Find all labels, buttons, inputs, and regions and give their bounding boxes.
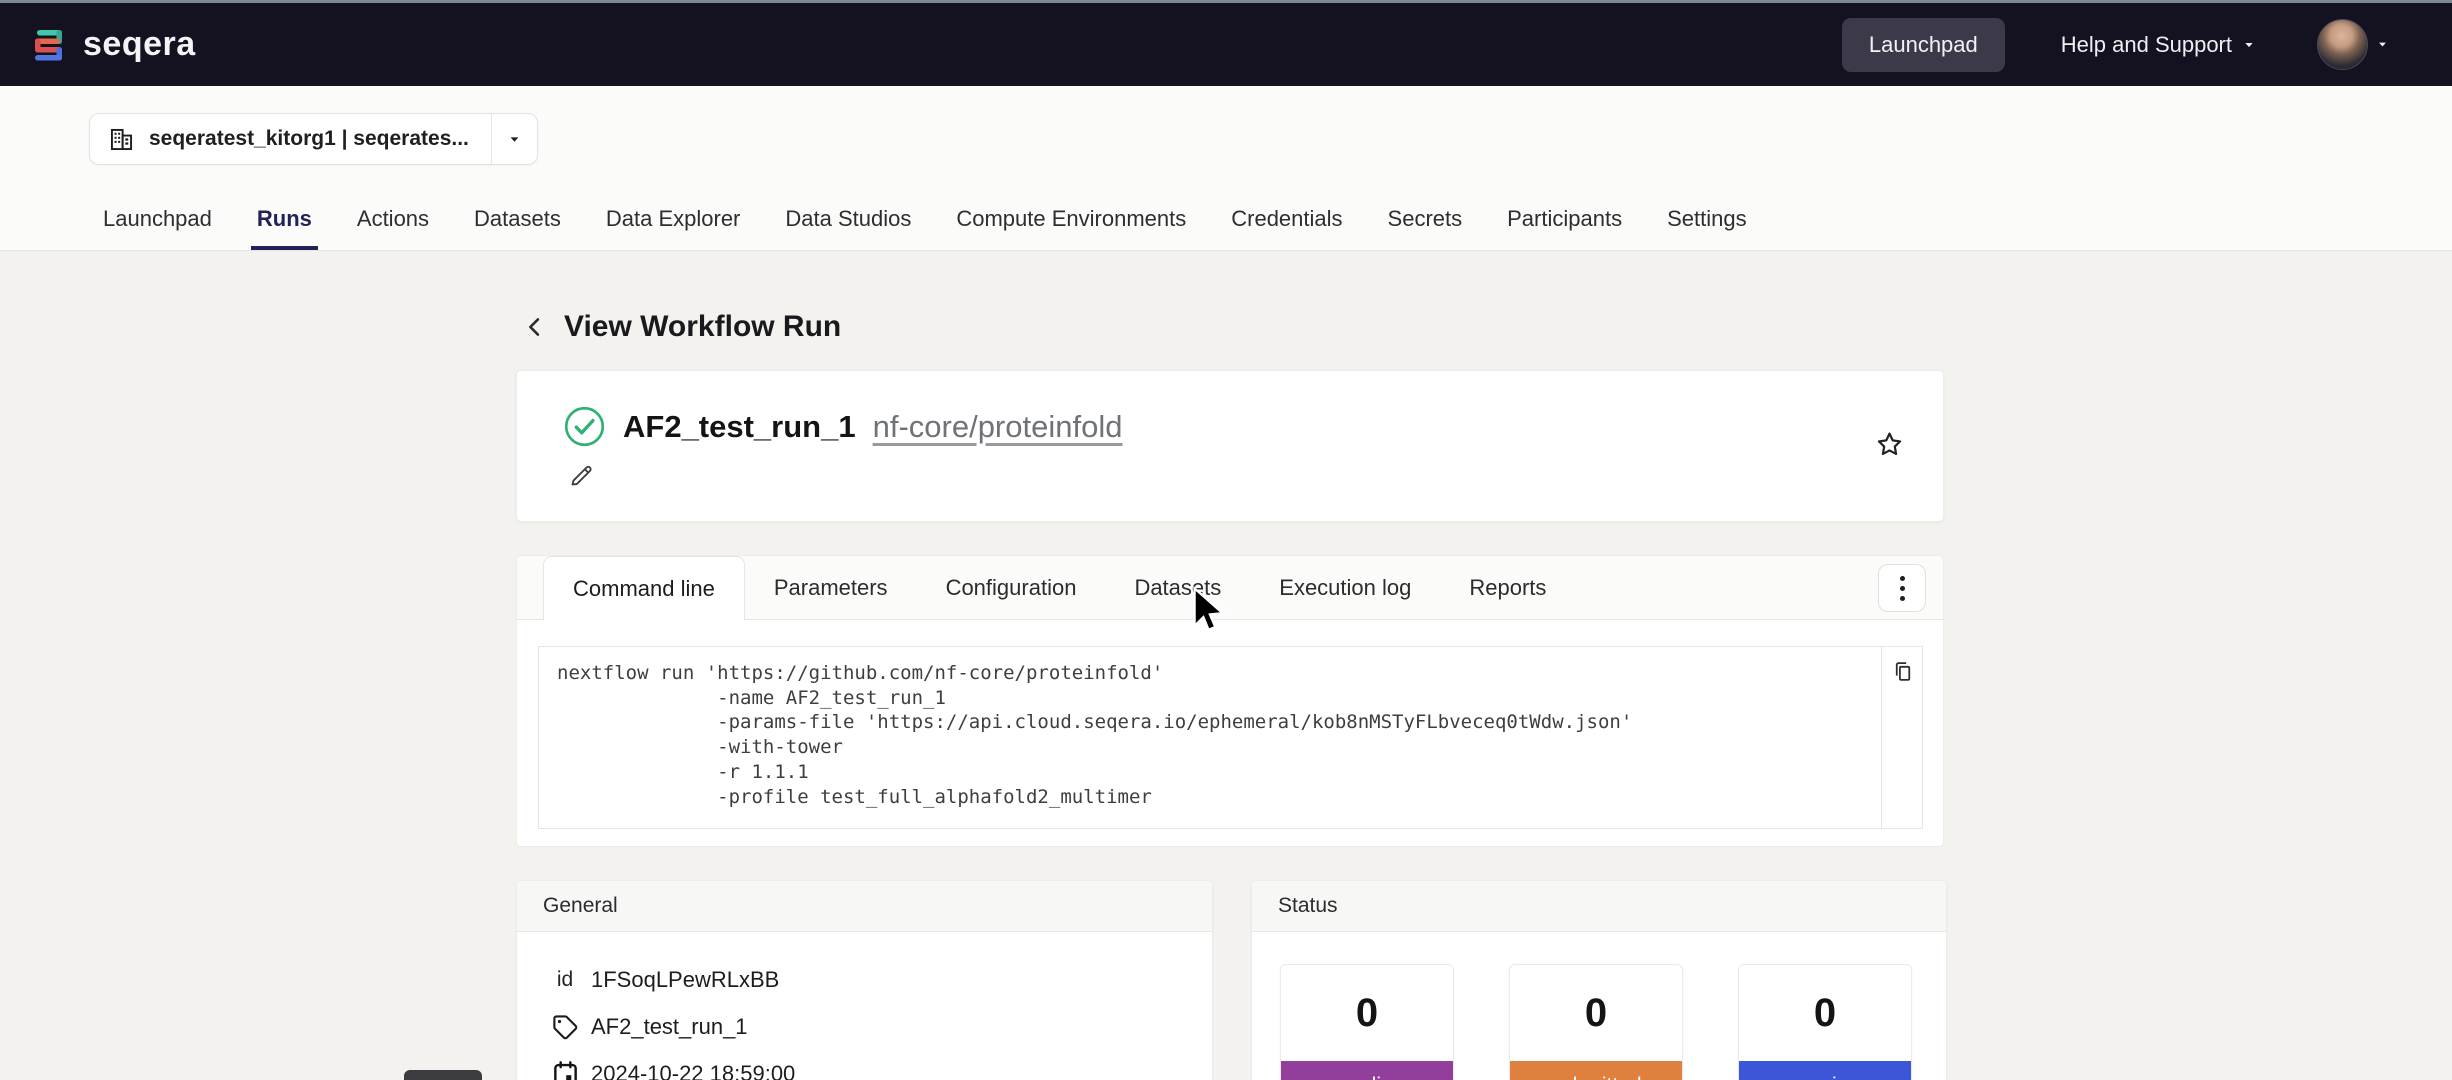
command-line-text: nextflow run 'https://github.com/nf-core…	[557, 662, 1633, 808]
command-line-panel: nextflow run 'https://github.com/nf-core…	[538, 646, 1923, 829]
submitted-label: submitted	[1550, 1074, 1641, 1080]
status-card-title: Status	[1252, 881, 1946, 932]
brand-name: seqera	[83, 25, 196, 63]
pending-count: 0	[1355, 990, 1379, 1035]
general-row-name: AF2_test_run_1	[539, 1003, 1212, 1050]
general-card: General id 1FSoqLPewRLxBB AF2_test_run_1	[516, 880, 1213, 1080]
nav-tab-data-explorer[interactable]: Data Explorer	[605, 206, 741, 231]
run-date-value: 2024-10-22 18:59:00	[591, 1060, 796, 1080]
user-menu[interactable]	[2317, 19, 2390, 70]
page-title: View Workflow Run	[564, 310, 842, 343]
nav-tab-credentials[interactable]: Credentials	[1231, 206, 1343, 231]
page-header: View Workflow Run	[521, 310, 841, 344]
workspace-label: seqeratest_kitorg1 | seqerates...	[149, 127, 469, 150]
dock-peek	[404, 1070, 482, 1080]
workspace-nav-tabs: Launchpad Runs Actions Datasets Data Exp…	[97, 206, 1753, 250]
seqera-logo-icon	[30, 25, 70, 65]
run-name: AF2_test_run_1	[623, 408, 856, 444]
workspace-selector-main: seqeratest_kitorg1 | seqerates...	[90, 114, 491, 164]
run-id-value: 1FSoqLPewRLxBB	[591, 966, 780, 992]
divider	[490, 114, 492, 164]
running-bar: running	[1739, 1061, 1911, 1080]
run-tab-execution-log[interactable]: Execution log	[1279, 574, 1412, 600]
submitted-bar: submitted	[1510, 1061, 1682, 1080]
copy-icon	[1895, 662, 1910, 681]
status-card: Status 0 pending 0 submitted 0 running	[1251, 880, 1947, 1080]
status-stat-pending[interactable]: 0 pending	[1280, 964, 1454, 1080]
copy-button[interactable]	[1890, 659, 1915, 684]
organization-icon	[108, 126, 135, 153]
chevron-down-icon	[2375, 37, 2390, 52]
avatar	[2317, 19, 2368, 70]
id-label: id	[556, 967, 574, 991]
general-card-body: id 1FSoqLPewRLxBB AF2_test_run_1	[517, 932, 1212, 1080]
nav-tab-datasets[interactable]: Datasets	[474, 206, 561, 231]
help-support-label: Help and Support	[2060, 31, 2232, 57]
run-tab-configuration[interactable]: Configuration	[945, 574, 1077, 600]
run-summary-card: AF2_test_run_1 nf-core/proteinfold	[516, 370, 1944, 522]
star-icon	[1877, 432, 1902, 456]
status-succeeded-icon	[563, 405, 606, 448]
workspace-selector[interactable]: seqeratest_kitorg1 | seqerates...	[89, 113, 538, 165]
help-support-menu[interactable]: Help and Support	[2061, 32, 2257, 58]
run-tab-datasets[interactable]: Datasets	[1134, 574, 1222, 600]
pending-bar: pending	[1281, 1061, 1453, 1080]
run-detail-tabs: Command line Parameters Configuration Da…	[517, 556, 1943, 620]
status-stat-submitted[interactable]: 0 submitted	[1509, 964, 1683, 1080]
general-row-id: id 1FSoqLPewRLxBB	[539, 956, 1212, 1003]
window-top-edge	[0, 0, 2452, 3]
workspace-header: seqeratest_kitorg1 | seqerates... Launch…	[0, 86, 2452, 251]
top-navbar: seqera Launchpad Help and Support	[0, 3, 2452, 86]
status-stat-running[interactable]: 0 running	[1738, 964, 1912, 1080]
code-toolbar	[1881, 647, 1922, 828]
star-button[interactable]	[1874, 429, 1905, 460]
running-label: running	[1790, 1074, 1860, 1080]
run-tab-parameters[interactable]: Parameters	[773, 574, 888, 600]
run-name-value: AF2_test_run_1	[591, 1013, 748, 1039]
edit-run-button[interactable]	[567, 461, 594, 488]
nav-tab-runs[interactable]: Runs	[251, 206, 318, 250]
run-tab-command-line[interactable]: Command line	[543, 556, 745, 620]
general-card-title: General	[517, 881, 1212, 932]
run-details-card: Command line Parameters Configuration Da…	[516, 555, 1944, 847]
navbar-right: Launchpad Help and Support	[1841, 17, 2390, 72]
run-title-row: AF2_test_run_1 nf-core/proteinfold	[563, 405, 1122, 448]
general-row-date: 2024-10-22 18:59:00	[539, 1050, 1212, 1080]
status-card-body: 0 pending 0 submitted 0 running	[1252, 932, 1946, 1080]
running-count: 0	[1813, 990, 1837, 1035]
nav-tab-actions[interactable]: Actions	[356, 206, 430, 231]
submitted-count: 0	[1584, 990, 1608, 1035]
kebab-icon	[1899, 575, 1905, 581]
nav-tab-launchpad[interactable]: Launchpad	[103, 206, 212, 231]
chevron-left-icon	[529, 318, 540, 336]
chevron-down-icon	[2241, 37, 2257, 53]
tag-icon	[539, 1012, 591, 1042]
nav-tab-participants[interactable]: Participants	[1507, 206, 1623, 231]
nav-tab-compute-environments[interactable]: Compute Environments	[956, 206, 1187, 231]
nav-tab-secrets[interactable]: Secrets	[1387, 206, 1463, 231]
launchpad-button[interactable]: Launchpad	[1841, 17, 2005, 72]
pending-label: pending	[1330, 1074, 1405, 1080]
pencil-icon	[571, 466, 592, 486]
seqera-logo[interactable]: seqera	[30, 25, 196, 65]
nav-tab-settings[interactable]: Settings	[1667, 206, 1747, 231]
chevron-down-icon	[492, 114, 537, 164]
more-options-button[interactable]	[1878, 564, 1926, 612]
pipeline-link[interactable]: nf-core/proteinfold	[872, 408, 1123, 444]
back-button[interactable]	[521, 313, 549, 341]
calendar-icon	[539, 1059, 591, 1080]
run-tab-reports[interactable]: Reports	[1469, 574, 1547, 600]
nav-tab-data-studios[interactable]: Data Studios	[785, 206, 912, 231]
